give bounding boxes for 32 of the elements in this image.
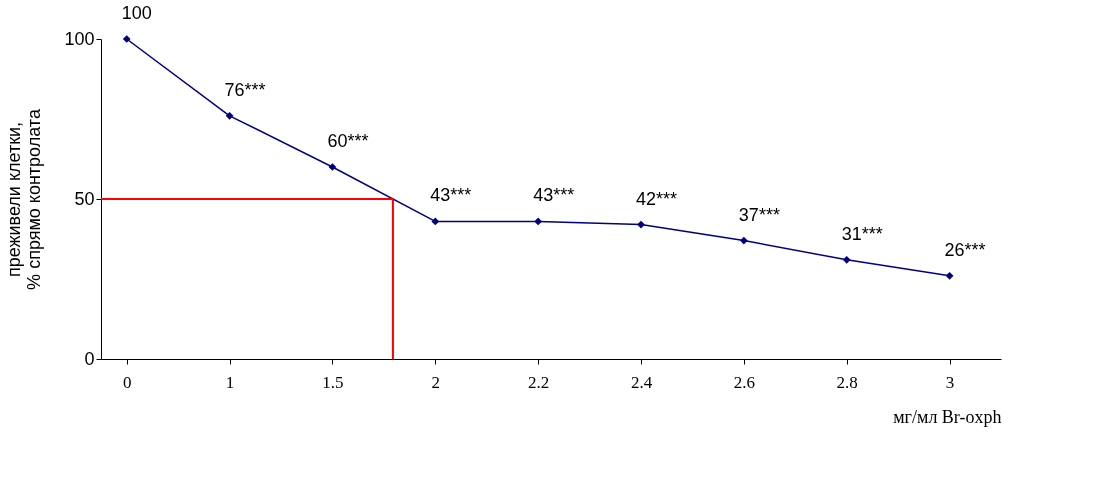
point	[225, 111, 234, 120]
x-tick-label: 1.5	[322, 372, 344, 392]
point	[328, 163, 337, 171]
data-label: 76***	[224, 79, 266, 100]
point	[534, 217, 543, 226]
x-tick-label: 0	[122, 372, 132, 392]
data-label: 37***	[738, 204, 780, 225]
y-tick-label: 50	[74, 188, 95, 209]
point	[431, 217, 440, 226]
point	[842, 255, 851, 264]
data-label: 26***	[944, 239, 986, 260]
data-label: 100	[121, 3, 152, 23]
x-tick-label: 1	[225, 372, 235, 392]
x-tick-label: 2.4	[630, 372, 653, 392]
y-tick-label: 100	[64, 28, 95, 49]
point	[122, 35, 131, 43]
data-label: 31***	[841, 223, 883, 244]
point	[945, 271, 954, 280]
y-tick-label: 0	[84, 348, 95, 369]
point	[739, 236, 748, 245]
y-axis-title: преживели клетки, % спрямо контролата	[4, 108, 45, 290]
x-tick-label: 3	[945, 372, 955, 392]
data-label: 43***	[430, 185, 472, 206]
data-label: 42***	[636, 188, 678, 209]
data-label: 43***	[533, 185, 575, 206]
x-axis-title: мг/мл Br-oxph	[893, 406, 1002, 427]
x-tick-label: 2.6	[733, 372, 755, 392]
x-tick-label: 2.8	[836, 372, 858, 392]
point	[637, 220, 645, 229]
x-tick-label: 2	[431, 372, 441, 392]
x-tick-label: 2.2	[528, 372, 550, 392]
data-label: 60***	[327, 131, 369, 151]
